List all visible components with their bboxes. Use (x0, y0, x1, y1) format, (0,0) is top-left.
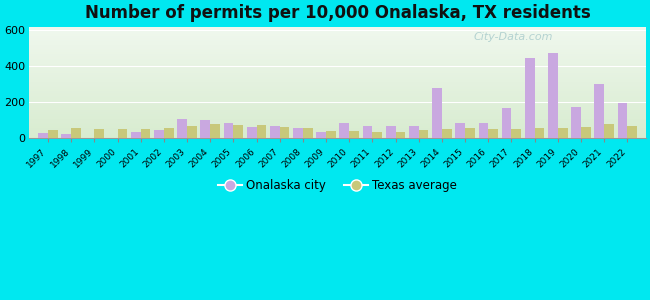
Bar (372, 132, 382, 138)
Bar (339, 122, 349, 138)
Bar (48, 130, 58, 138)
Bar (618, 103, 627, 138)
Bar (488, 129, 498, 138)
Bar (512, 129, 521, 138)
Bar (317, 132, 326, 138)
Bar (71, 128, 81, 138)
Bar (247, 127, 257, 138)
Bar (396, 132, 406, 138)
Bar (38, 133, 48, 138)
Bar (571, 107, 581, 138)
Bar (140, 129, 150, 138)
Bar (419, 130, 428, 138)
Title: Number of permits per 10,000 Onalaska, TX residents: Number of permits per 10,000 Onalaska, T… (84, 4, 590, 22)
Bar (548, 52, 558, 138)
Bar (154, 130, 164, 138)
Bar (442, 129, 452, 138)
Bar (62, 134, 71, 138)
Bar (224, 122, 233, 138)
Bar (118, 129, 127, 138)
Bar (581, 127, 591, 138)
Bar (233, 125, 243, 138)
Bar (502, 108, 512, 138)
Bar (363, 126, 372, 138)
Bar (409, 126, 419, 138)
Bar (349, 131, 359, 138)
Bar (594, 84, 604, 138)
Bar (200, 120, 210, 138)
Bar (386, 126, 396, 138)
Bar (210, 124, 220, 138)
Bar (456, 123, 465, 138)
Bar (280, 127, 289, 138)
Legend: Onalaska city, Texas average: Onalaska city, Texas average (213, 174, 462, 197)
Bar (432, 88, 442, 138)
Bar (94, 129, 104, 138)
Bar (326, 130, 336, 138)
Bar (131, 132, 140, 138)
Bar (164, 128, 174, 138)
Bar (558, 128, 567, 138)
Text: City-Data.com: City-Data.com (473, 32, 552, 42)
Bar (627, 126, 637, 138)
Bar (177, 119, 187, 138)
Bar (257, 125, 266, 138)
Bar (187, 126, 197, 138)
Bar (604, 124, 614, 138)
Bar (478, 123, 488, 138)
Bar (465, 128, 474, 138)
Bar (525, 58, 534, 138)
Bar (293, 128, 303, 138)
Bar (534, 128, 544, 138)
Bar (303, 128, 313, 138)
Bar (270, 126, 280, 138)
